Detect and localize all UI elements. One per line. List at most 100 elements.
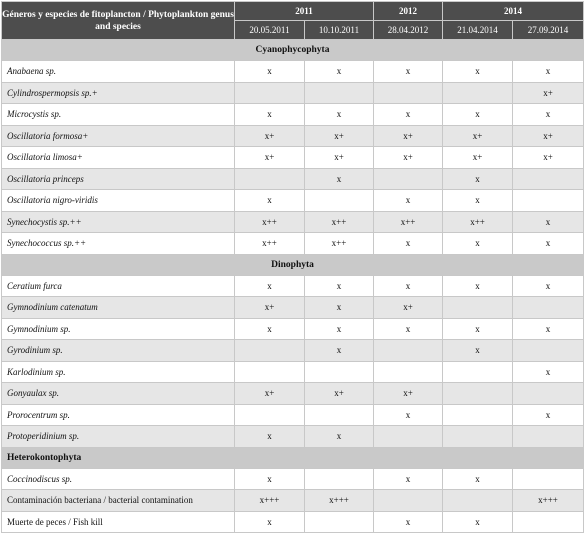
presence-cell: x [303,425,375,448]
presence-cell: x [442,317,514,340]
presence-cell: x+ [234,124,305,147]
species-name: Synechocystis sp.++ [1,210,235,233]
presence-cell [303,403,375,426]
date-header: 21.04.2014 [442,20,514,40]
species-name: Protoperidinium sp. [1,425,235,448]
table-row: Prorocentrum sp. x x [1,403,585,426]
presence-cell: x [512,274,585,297]
table-row: Coccinodiscus sp. x x x [1,467,585,490]
species-name: Cylindrospermopsis sp.+ [1,81,235,104]
presence-cell: x [373,232,444,255]
year-header-2011: 2011 [233,1,375,21]
presence-cell [512,382,585,405]
presence-cell [442,403,514,426]
presence-cell: x+ [512,81,585,104]
presence-cell [512,296,585,319]
presence-cell: x+ [234,146,305,169]
date-header: 10.10.2011 [303,20,375,40]
presence-cell: x [442,274,514,297]
presence-cell: x [303,317,375,340]
presence-cell: x++ [303,210,375,233]
presence-cell: x [512,317,585,340]
presence-cell: x [373,274,444,297]
presence-cell: x [234,103,305,126]
date-header: 20.05.2011 [234,20,305,40]
presence-cell: x [303,103,375,126]
presence-cell: x [442,510,514,533]
group-title: Heterokontophyta [0,446,585,469]
presence-cell: x [442,167,514,190]
presence-cell [512,339,585,362]
presence-cell: x [303,339,375,362]
date-header: 28.04.2012 [373,20,444,40]
presence-cell [442,81,514,104]
presence-cell [234,360,305,383]
presence-cell: x+ [234,296,305,319]
presence-cell [442,382,514,405]
table-row: Oscillatoria formosa+ x+ x+ x+ x+ x+ [1,124,585,147]
presence-cell: x [234,510,305,533]
species-name: Muerte de peces / Fish kill [1,510,235,533]
presence-cell: x+ [512,124,585,147]
table-row: Protoperidinium sp. x x [1,425,585,448]
species-name: Oscillatoria princeps [1,167,235,190]
year-header-2014: 2014 [442,1,585,21]
presence-cell [512,510,585,533]
presence-cell: x [303,296,375,319]
table-row: Oscillatoria nigro-viridis x x x [1,189,585,212]
presence-cell: x [234,274,305,297]
presence-cell [442,425,514,448]
presence-cell [234,339,305,362]
group-row: Dinophyta [0,253,585,276]
presence-cell: x [512,103,585,126]
presence-cell: x [373,403,444,426]
presence-cell: x++ [373,210,444,233]
species-name: Oscillatoria limosa+ [1,146,235,169]
presence-cell: x [512,232,585,255]
table-row: Microcystis sp. x x x x x [1,103,585,126]
presence-cell [373,81,444,104]
table-row: Gymnodinium catenatum x+ x x+ [1,296,585,319]
presence-cell: x [442,339,514,362]
table-row: Anabaena sp. x x x x x [1,60,585,83]
presence-cell: x++ [303,232,375,255]
species-name: Contaminación bacteriana / bacterial con… [1,489,235,512]
presence-cell: x+++ [303,489,375,512]
table-row: Contaminación bacteriana / bacterial con… [1,489,585,512]
year-header-row: Géneros y especies de fitoplancton / Phy… [1,1,585,40]
presence-cell: x [303,60,375,83]
presence-cell: x+ [234,382,305,405]
group-title: Cyanophycophyta [0,39,585,61]
table-row: Ceratium furca x x x x x [1,274,585,297]
species-name: Coccinodiscus sp. [1,467,235,490]
presence-cell [442,489,514,512]
table-row: Oscillatoria limosa+ x+ x+ x+ x+ x+ [1,146,585,169]
species-name: Oscillatoria formosa+ [1,124,235,147]
group-title: Dinophyta [0,253,585,276]
presence-cell: x [512,210,585,233]
presence-cell: x++ [442,210,514,233]
presence-cell [373,167,444,190]
table-row: Karlodinium sp. x [1,360,585,383]
presence-cell: x [373,103,444,126]
table-row: Muerte de peces / Fish kill x x x [1,510,585,533]
presence-cell: x [442,467,514,490]
presence-cell: x [303,167,375,190]
presence-cell: x+ [373,296,444,319]
presence-cell [373,339,444,362]
species-name: Microcystis sp. [1,103,235,126]
presence-cell [512,167,585,190]
presence-cell: x [234,467,305,490]
presence-cell: x [373,189,444,212]
presence-cell: x [373,317,444,340]
species-name: Gonyaulax sp. [1,382,235,405]
species-name: Karlodinium sp. [1,360,235,383]
presence-cell: x++ [234,210,305,233]
presence-cell: x+ [512,146,585,169]
species-name: Oscillatoria nigro-viridis [1,189,235,212]
presence-cell [303,360,375,383]
species-name: Synechococcus sp.++ [1,232,235,255]
presence-cell [512,425,585,448]
table-row: Gyrodinium sp. x x [1,339,585,362]
